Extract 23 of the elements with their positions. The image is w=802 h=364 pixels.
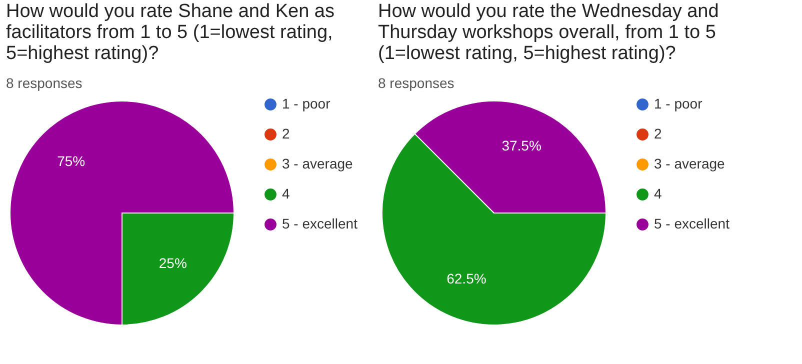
legend-label: 1 - poor (654, 96, 703, 112)
chart-subtitle: 8 responses (6, 75, 82, 91)
legend-label: 1 - poor (282, 96, 331, 112)
data-label: 25% (158, 254, 187, 271)
chart-subtitle: 8 responses (378, 75, 454, 91)
data-label: 62.5% (446, 270, 486, 287)
legend-label: 4 (282, 186, 290, 202)
text: How would you rate the Wednesday and (378, 1, 719, 22)
text: facilitators from 1 to 5 (1=lowest rating, (6, 22, 333, 43)
text: 5=highest rating)? (6, 43, 159, 64)
text: (1=lowest rating, 5=highest rating)? (378, 43, 676, 64)
text: Thursday workshops overall, from 1 to 5 (378, 22, 716, 43)
data-label: 75% (57, 153, 86, 170)
pie-slice (10, 100, 234, 326)
text: How would you rate Shane and Ken as (6, 1, 334, 22)
legend-label: 4 (654, 186, 662, 202)
legend-label: 2 (282, 126, 290, 142)
legend-label: 2 (654, 126, 662, 142)
legend-label: 5 - excellent (654, 216, 730, 232)
legend-label: 5 - excellent (282, 216, 358, 232)
data-label: 37.5% (502, 137, 542, 154)
legend-label: 3 - average (282, 156, 354, 172)
legend-label: 3 - average (654, 156, 726, 172)
